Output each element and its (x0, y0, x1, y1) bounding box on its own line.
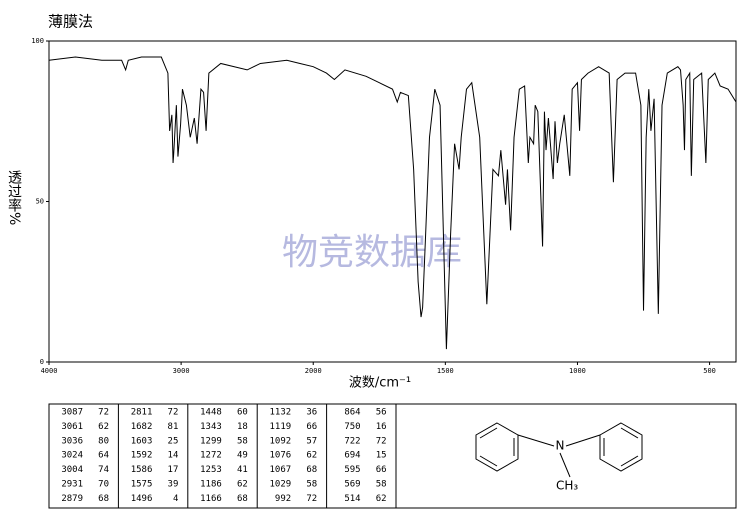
wavenumber: 514 (344, 494, 360, 504)
x-tick-label: 3000 (173, 367, 190, 375)
wavenumber: 3061 (61, 422, 83, 432)
transmittance: 39 (168, 480, 179, 490)
bond (559, 452, 571, 478)
transmittance: 80 (98, 436, 109, 446)
x-tick-label: 2000 (305, 367, 322, 375)
transmittance: 16 (376, 422, 387, 432)
wavenumber: 864 (344, 408, 360, 418)
watermark: 物竞数据库 (282, 232, 462, 273)
transmittance: 18 (237, 422, 248, 432)
transmittance: 62 (306, 451, 317, 461)
transmittance: 41 (237, 465, 248, 475)
wavenumber: 2879 (61, 494, 83, 504)
wavenumber: 1448 (200, 408, 222, 418)
wavenumber: 595 (344, 465, 360, 475)
transmittance: 74 (98, 465, 109, 475)
transmittance: 25 (168, 436, 179, 446)
transmittance: 36 (306, 408, 317, 418)
y-tick-label: 100 (31, 37, 44, 45)
transmittance: 68 (237, 494, 248, 504)
wavenumber: 694 (344, 451, 360, 461)
wavenumber: 1119 (270, 422, 292, 432)
wavenumber: 1592 (131, 451, 153, 461)
transmittance: 72 (376, 436, 387, 446)
wavenumber: 1029 (270, 480, 292, 490)
chart-title: 薄膜法 (48, 13, 93, 31)
wavenumber: 1272 (200, 451, 222, 461)
wavenumber: 992 (275, 494, 291, 504)
transmittance: 56 (376, 408, 387, 418)
wavenumber: 1253 (200, 465, 222, 475)
wavenumber: 1132 (270, 408, 292, 418)
structure (475, 422, 643, 478)
wavenumber: 1586 (131, 465, 153, 475)
wavenumber: 3004 (61, 465, 83, 475)
wavenumber: 1575 (131, 480, 153, 490)
x-tick-label: 500 (703, 367, 716, 375)
table-frame (48, 403, 737, 509)
wavenumber: 1682 (131, 422, 153, 432)
transmittance: 62 (237, 480, 248, 490)
transmittance: 17 (168, 465, 179, 475)
x-tick-label: 1500 (437, 367, 454, 375)
transmittance: 57 (306, 436, 317, 446)
atom-label: CH₃ (556, 479, 578, 493)
transmittance: 68 (306, 465, 317, 475)
transmittance: 58 (237, 436, 248, 446)
y-tick-label: 50 (36, 198, 44, 206)
transmittance: 14 (168, 451, 179, 461)
transmittance: 62 (98, 422, 109, 432)
transmittance: 49 (237, 451, 248, 461)
wavenumber: 1186 (200, 480, 222, 490)
spectrum-line (48, 56, 737, 350)
atom-label: N (556, 439, 565, 453)
x-axis-label: 波数/cm⁻¹ (349, 376, 411, 391)
wavenumber: 1496 (131, 494, 153, 504)
bond (479, 455, 498, 467)
bond (620, 455, 639, 467)
bond (565, 434, 601, 447)
transmittance: 58 (306, 480, 317, 490)
transmittance: 68 (98, 494, 109, 504)
transmittance: 72 (306, 494, 317, 504)
wavenumber: 2931 (61, 480, 83, 490)
wavenumber: 3036 (61, 436, 83, 446)
transmittance: 62 (376, 494, 387, 504)
wavenumber: 1076 (270, 451, 292, 461)
transmittance: 66 (376, 465, 387, 475)
y-axis-label: 透过率% (6, 170, 22, 225)
transmittance: 72 (168, 408, 179, 418)
transmittance: 60 (237, 408, 248, 418)
transmittance: 70 (98, 480, 109, 490)
x-tick-label: 1000 (569, 367, 586, 375)
transmittance: 58 (376, 480, 387, 490)
transmittance: 4 (173, 494, 178, 504)
y-tick-label: 0 (40, 358, 44, 366)
bond (479, 427, 498, 439)
x-tick-label: 4000 (41, 367, 58, 375)
transmittance: 64 (98, 451, 109, 461)
peak-table: 3087 72 3061 62 3036 80 3024 64 3004 74 2931 70 2879… (61, 404, 397, 508)
wavenumber: 3024 (61, 451, 83, 461)
wavenumber: 1299 (200, 436, 222, 446)
transmittance: 15 (376, 451, 387, 461)
transmittance: 72 (98, 408, 109, 418)
transmittance: 66 (306, 422, 317, 432)
wavenumber: 750 (344, 422, 360, 432)
wavenumber: 3087 (61, 408, 83, 418)
wavenumber: 1166 (200, 494, 222, 504)
benzene-ring (599, 422, 643, 472)
wavenumber: 1343 (200, 422, 222, 432)
bond (517, 434, 555, 447)
transmittance: 81 (168, 422, 179, 432)
wavenumber: 722 (344, 436, 360, 446)
bond (620, 427, 639, 439)
wavenumber: 2811 (131, 408, 153, 418)
wavenumber: 1092 (270, 436, 292, 446)
wavenumber: 1603 (131, 436, 153, 446)
wavenumber: 1067 (270, 465, 292, 475)
benzene-ring (475, 422, 519, 472)
wavenumber: 569 (344, 480, 360, 490)
